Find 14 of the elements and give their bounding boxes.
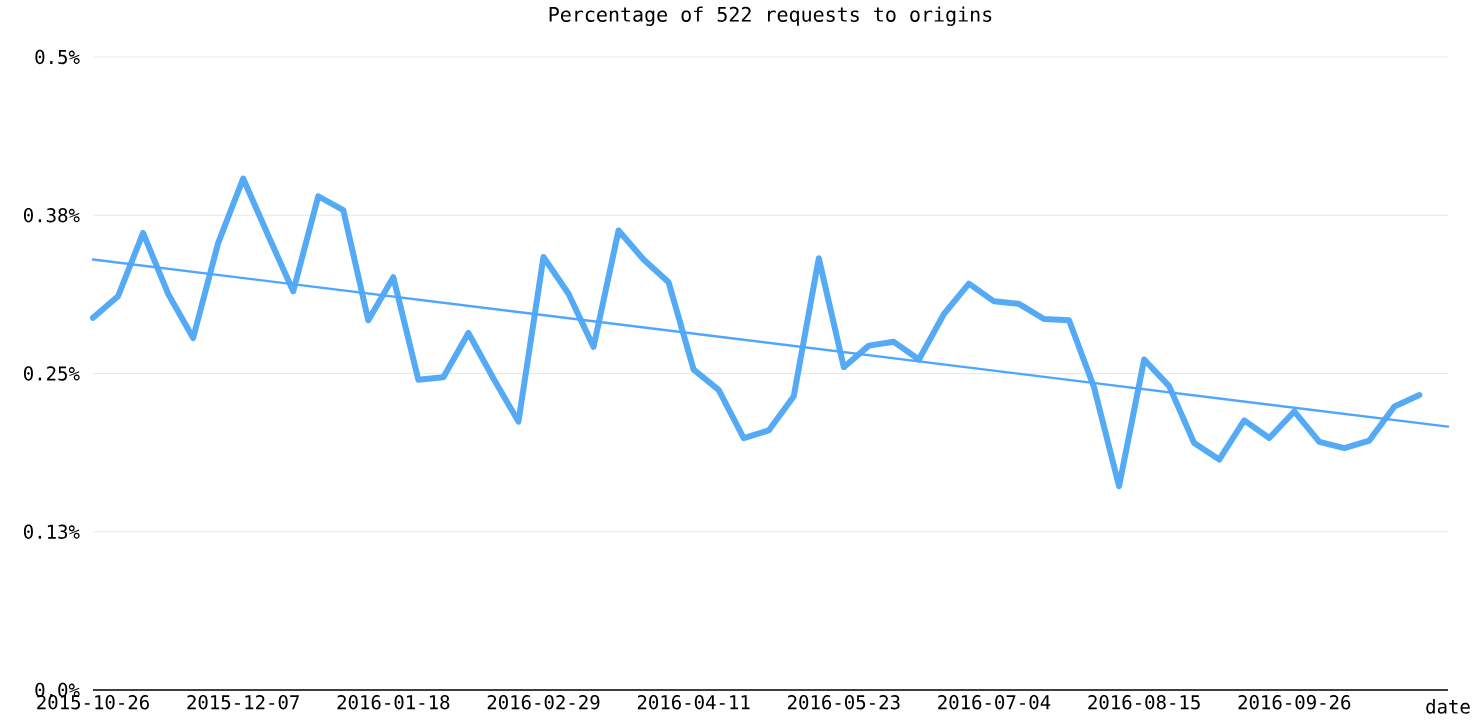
y-tick-label: 0.25% — [23, 366, 80, 381]
x-axis-title: date — [1426, 699, 1470, 714]
y-tick-label: 0.5% — [35, 49, 80, 65]
x-tick-label: 2016-09-26 — [1238, 695, 1351, 710]
x-tick-label: 2016-01-18 — [337, 695, 450, 710]
x-tick-label: 2015-12-07 — [187, 695, 299, 710]
chart-title: Percentage of 522 requests to origins — [549, 6, 992, 26]
x-tick-label: 2016-02-29 — [487, 695, 600, 710]
y-tick-label: 0.38% — [23, 208, 80, 223]
y-tick-label: 0.13% — [23, 524, 80, 539]
x-tick-label: 2016-05-23 — [788, 695, 900, 710]
x-tick-label: 2016-07-04 — [938, 695, 1051, 710]
x-tick-label: 2016-04-11 — [637, 695, 750, 710]
x-tick-label: 2016-08-15 — [1088, 695, 1200, 710]
